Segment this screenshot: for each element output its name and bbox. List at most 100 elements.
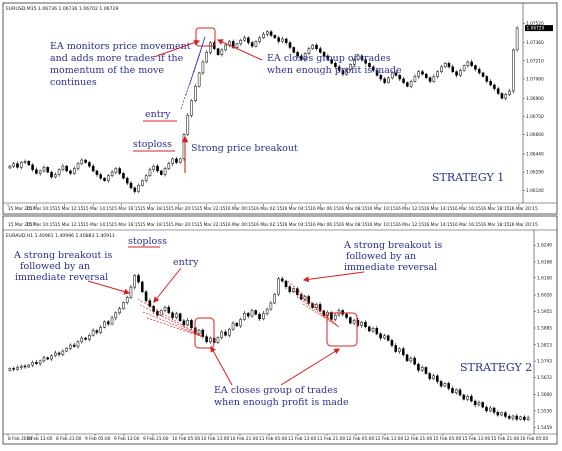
chart-1-y-tick-labels: 1.07520 1.07360 1.07210 1.07060 1.06900 1.067… [523,21,553,194]
closes-line-2: when enough profit is made [267,65,402,76]
candle [227,327,231,338]
exit-highlight-box-right [326,312,358,347]
candle [220,330,224,340]
y-tick-label: 1.06140 [526,188,544,194]
candle [470,394,473,403]
candle [292,46,296,54]
exit-highlight-box-left [194,317,215,349]
top-x-tick-label: 16 Mar 08:15 [339,222,368,228]
x-tick-label: 10 Feb 05:00 [172,436,200,442]
y-tick-label: 1.6026 [537,293,552,299]
candle [57,168,61,177]
chart-2-left-breakout-note: A strong breakout is followed by an imme… [13,250,115,283]
candle [288,40,292,50]
top-x-tick-label: 15 Mar 2017 [8,222,36,228]
candle [156,164,159,173]
candle [311,43,314,50]
candle [178,157,182,164]
candle [459,68,462,77]
top-x-tick-label: 15 Mar 12:15 [55,222,84,228]
candle [35,360,38,366]
chart-1-closes-note: EA closes group of trades when enough pr… [267,53,402,76]
entry2-arrow [153,267,182,303]
candle [88,333,91,342]
candle [42,165,46,173]
candle [269,301,273,311]
candle [80,158,84,166]
x-tick-label: 12 Feb 13:00 [375,436,403,442]
candle [466,394,469,402]
exit-highlight-box [195,27,216,47]
candle [477,400,481,407]
candle [439,379,443,388]
top-x-tick-label: 15 Mar 20:15 [168,222,197,228]
candle [417,70,420,79]
candle [201,60,205,75]
candle [492,406,496,415]
candle [375,325,379,336]
top-x-tick-label: 16 Mar 06:15 [310,222,339,228]
candle [485,74,489,84]
candle [209,41,212,55]
candle [515,26,519,52]
x-tick-label: 11 Feb 21:00 [317,436,345,442]
candle [246,311,250,319]
candle [455,70,458,78]
closes-line-1: EA closes group of trades [267,53,391,64]
candle [209,336,212,345]
candle [220,48,224,57]
x-tick-label: 11 Feb 05:00 [259,436,287,442]
candle [428,371,432,381]
candle [122,301,125,310]
chart-strategy-2: EURAUD,H1 1.40961 1.40996 1.40883 1.4091… [2,215,558,445]
candle [504,93,508,101]
candle [280,276,284,283]
candle [140,280,144,293]
chart-2-right-breakout-note: A strong breakout is followed by an imme… [343,240,445,273]
candle [125,176,129,185]
monitor-line-3: momentum of the move [50,65,164,76]
scale-in-trade-lines [180,36,206,110]
candle [110,169,114,178]
y-tick-label: 1.6240 [537,243,552,249]
candle [281,36,284,43]
candle [262,311,265,321]
x-tick-label: 16 Mar 18:15 [481,206,510,212]
candle [364,320,367,329]
candle [8,367,12,372]
candle [443,62,447,68]
candle [477,67,481,75]
candle [349,316,352,325]
candle [424,73,428,79]
candle [349,63,352,71]
x-tick-label: 15 Feb 13:00 [462,436,490,442]
candle [458,387,462,397]
candle [436,70,439,79]
candle [473,399,477,408]
candle [99,172,103,180]
candle [390,338,394,348]
x-tick-label: 8 Feb 2016 [8,436,32,442]
candle [413,355,416,366]
candle [451,386,454,395]
candle [12,162,15,169]
candle [405,353,409,363]
candle [296,50,299,58]
candle [277,36,280,44]
candle [300,53,303,61]
x-tick-label: 8 Feb 21:00 [56,436,82,442]
candle [12,366,15,372]
candle [27,160,31,166]
chart-2-frame [2,215,558,445]
y-tick-label: 1.06900 [526,96,544,102]
candle [129,180,133,190]
monitor-line-1: EA monitors price movement [50,41,191,52]
candle [137,273,140,284]
x-tick-label: 12 Feb 05:00 [346,436,374,442]
x-tick-label: 15 Mar 20:15 [168,206,197,212]
chart-1-candles [8,26,519,194]
scale-in-trade-lines-right [287,280,340,328]
chart-2-y-tick-labels: 1.6240 1.6168 1.6100 1.6026 1.5955 1.5885 1.58… [534,243,552,431]
